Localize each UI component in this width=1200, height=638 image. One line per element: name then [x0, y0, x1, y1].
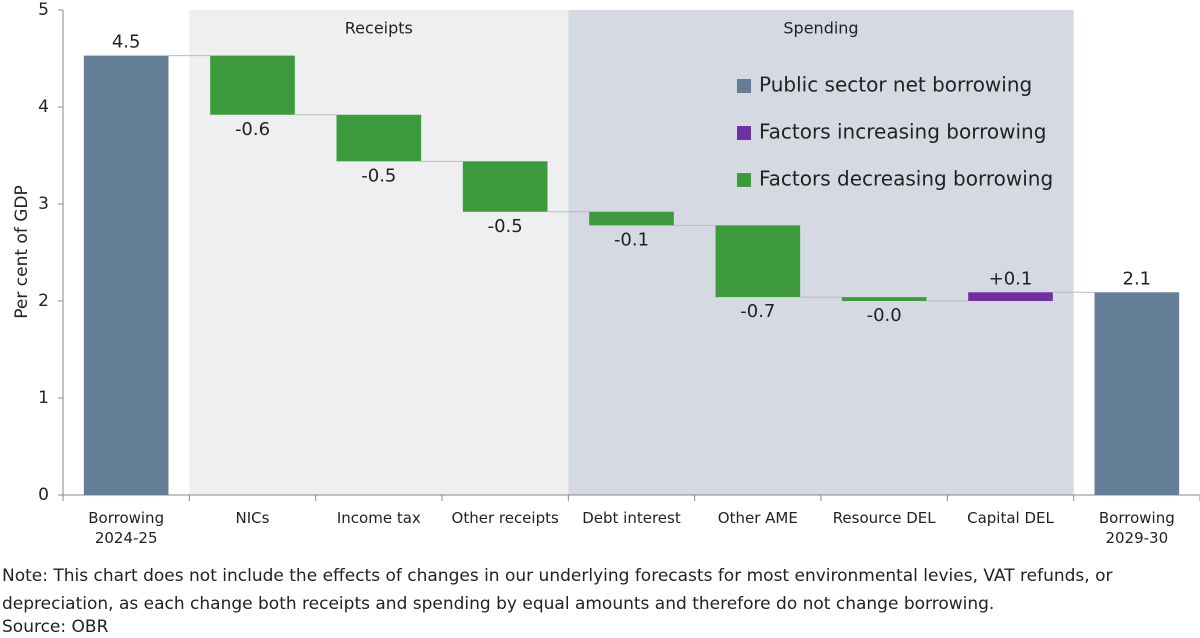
- bar: [841, 297, 927, 301]
- legend-label: Factors increasing borrowing: [759, 120, 1046, 144]
- bar: [1094, 292, 1180, 495]
- y-tick-label: 2: [38, 291, 49, 311]
- value-label: +0.1: [989, 268, 1033, 289]
- x-tick-label: Other AME: [717, 509, 798, 527]
- bar: [336, 114, 422, 162]
- legend-label: Public sector net borrowing: [759, 73, 1032, 97]
- y-tick-label: 4: [38, 97, 49, 117]
- y-tick-label: 3: [38, 194, 49, 214]
- region-shade: [568, 10, 1074, 495]
- value-label: 2.1: [1123, 268, 1152, 289]
- value-label: -0.5: [488, 216, 523, 237]
- x-tick-label: Borrowing 2024-25: [88, 509, 165, 547]
- value-label: -0.7: [740, 301, 775, 322]
- y-tick-label: 1: [38, 388, 49, 408]
- x-tick-label: Resource DEL: [832, 509, 936, 527]
- value-label: 4.5: [112, 32, 141, 53]
- note: Note: This chart does not include the ef…: [2, 566, 1113, 614]
- x-tick-label: NICs: [235, 509, 270, 527]
- legend-swatch: [737, 126, 751, 140]
- x-tick-label: Other receipts: [451, 509, 559, 527]
- x-tick-label: Income tax: [336, 509, 421, 527]
- bar: [715, 225, 801, 298]
- legend-label: Factors decreasing borrowing: [759, 167, 1053, 191]
- y-tick-label: 5: [38, 0, 49, 20]
- bar: [210, 55, 295, 115]
- bar: [589, 211, 674, 226]
- regions: [189, 10, 1074, 495]
- value-label: -0.0: [867, 305, 902, 326]
- y-axis-label: Per cent of GDP: [12, 185, 32, 318]
- legend-swatch: [737, 173, 751, 187]
- value-label: -0.1: [614, 229, 649, 250]
- region-label: Spending: [783, 19, 858, 38]
- value-label: -0.5: [361, 165, 396, 186]
- x-tick-label: Capital DEL: [967, 509, 1054, 527]
- x-tick-label: Borrowing 2029-30: [1098, 509, 1175, 547]
- y-tick-label: 0: [38, 485, 49, 505]
- bar: [968, 292, 1053, 301]
- region-label: Receipts: [345, 19, 413, 38]
- source: Source: OBR: [2, 617, 109, 637]
- x-tick-label: Debt interest: [582, 509, 681, 527]
- legend-swatch: [737, 79, 751, 93]
- bar: [462, 161, 548, 212]
- value-label: -0.6: [235, 119, 270, 140]
- bar: [83, 55, 169, 496]
- chart: Per cent of GDP Receipts Spending 0 1 2 3 4 5 4.…: [12, 0, 1200, 505]
